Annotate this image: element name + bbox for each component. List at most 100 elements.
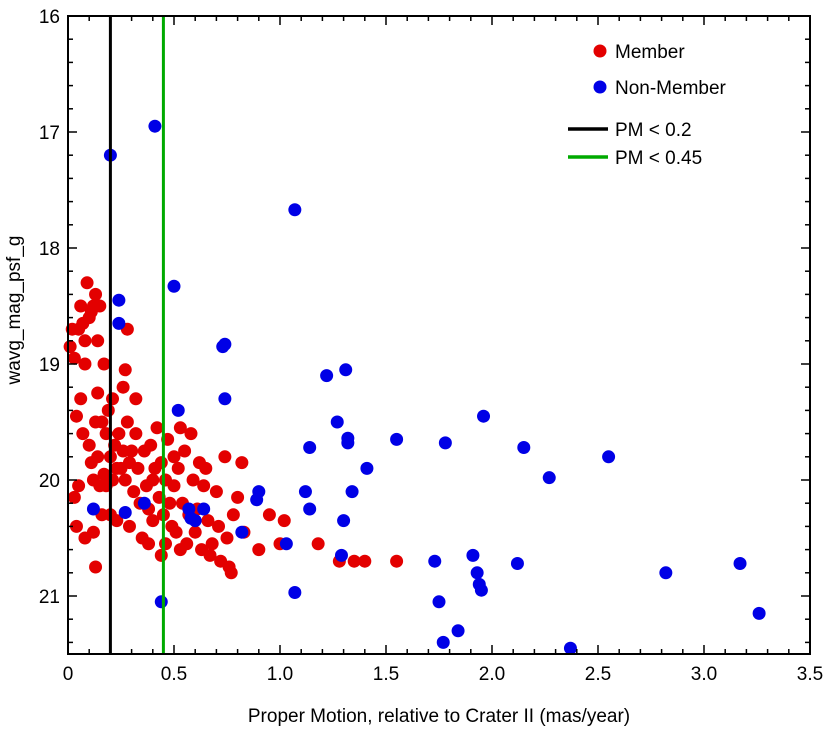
member-point bbox=[91, 450, 105, 464]
member-point bbox=[91, 386, 105, 400]
y-tick-label: 18 bbox=[39, 239, 60, 260]
non-member-point bbox=[466, 548, 480, 562]
legend-label: Member bbox=[615, 42, 685, 63]
member-point bbox=[106, 473, 120, 487]
member-point bbox=[67, 490, 81, 504]
member-point bbox=[118, 363, 132, 377]
non-member-point bbox=[303, 441, 317, 455]
non-member-point bbox=[118, 505, 132, 519]
non-member-point bbox=[345, 485, 359, 499]
non-member-point bbox=[428, 554, 442, 568]
member-point bbox=[171, 461, 185, 475]
member-point bbox=[203, 548, 217, 562]
member-point bbox=[93, 299, 107, 313]
member-point bbox=[201, 514, 215, 528]
non-member-point bbox=[154, 595, 168, 609]
plot-frame bbox=[67, 15, 811, 655]
member-point bbox=[277, 514, 291, 528]
x-axis-label: Proper Motion, relative to Crater II (ma… bbox=[248, 706, 630, 727]
member-point bbox=[129, 427, 143, 441]
member-point bbox=[358, 554, 372, 568]
non-member-point bbox=[733, 557, 747, 571]
non-member-point bbox=[250, 493, 264, 507]
non-member-point bbox=[112, 316, 126, 330]
member-point bbox=[169, 525, 183, 539]
member-point bbox=[252, 543, 266, 557]
non-member-point bbox=[470, 566, 484, 580]
y-tick-label: 21 bbox=[39, 587, 60, 608]
member-point bbox=[167, 479, 181, 493]
member-point bbox=[78, 531, 92, 545]
member-point bbox=[78, 334, 92, 348]
non-member-point bbox=[86, 502, 100, 516]
non-member-point bbox=[659, 566, 673, 580]
x-tick-label: 3.0 bbox=[691, 664, 717, 685]
member-point bbox=[80, 276, 94, 290]
member-point bbox=[125, 444, 139, 458]
legend-marker bbox=[593, 80, 607, 94]
member-point bbox=[178, 444, 192, 458]
non-member-point bbox=[334, 548, 348, 562]
y-axis: 16 17 18 19 20 21 bbox=[39, 7, 810, 644]
non-member-point bbox=[167, 279, 181, 293]
member-point bbox=[120, 415, 134, 429]
member-point bbox=[180, 537, 194, 551]
member-point bbox=[101, 403, 115, 417]
non-member-point bbox=[148, 119, 162, 133]
member-point bbox=[163, 496, 177, 510]
member-point bbox=[129, 392, 143, 406]
member-point bbox=[347, 554, 361, 568]
member-point bbox=[188, 525, 202, 539]
member-point bbox=[76, 427, 90, 441]
non-member-point bbox=[602, 450, 616, 464]
member-point bbox=[311, 537, 325, 551]
legend-label: PM < 0.45 bbox=[615, 148, 702, 169]
non-member-point bbox=[341, 431, 355, 445]
non-member-point bbox=[390, 432, 404, 446]
y-tick-label: 19 bbox=[39, 355, 60, 376]
member-point bbox=[142, 537, 156, 551]
member-point bbox=[69, 519, 83, 533]
member-point bbox=[144, 438, 158, 452]
member-point bbox=[69, 409, 83, 423]
non-member-point bbox=[563, 641, 577, 655]
non-member-point bbox=[436, 635, 450, 649]
x-axis: 0 0.5 1.0 1.5 2.0 2.5 3.0 3.5 bbox=[63, 16, 823, 685]
non-member-point bbox=[288, 203, 302, 217]
member-point bbox=[173, 421, 187, 435]
legend-label: PM < 0.2 bbox=[615, 120, 692, 141]
y-tick-label: 17 bbox=[39, 123, 60, 144]
non-member-point bbox=[137, 496, 151, 510]
non-member-point bbox=[235, 525, 249, 539]
non-member-series bbox=[86, 119, 766, 655]
x-tick-label: 2.5 bbox=[585, 664, 611, 685]
y-tick-label: 16 bbox=[39, 7, 60, 28]
non-member-point bbox=[451, 624, 465, 638]
legend-marker bbox=[593, 44, 607, 58]
member-point bbox=[154, 456, 168, 470]
non-member-point bbox=[279, 537, 293, 551]
member-point bbox=[167, 450, 181, 464]
non-member-point bbox=[339, 363, 353, 377]
non-member-point bbox=[517, 441, 531, 455]
member-point bbox=[209, 485, 223, 499]
member-point bbox=[118, 473, 132, 487]
member-point bbox=[127, 485, 141, 499]
non-member-point bbox=[320, 369, 334, 383]
member-point bbox=[220, 531, 234, 545]
x-tick-label: 0.5 bbox=[161, 664, 187, 685]
member-point bbox=[146, 514, 160, 528]
member-point bbox=[235, 456, 249, 470]
non-member-point bbox=[303, 502, 317, 516]
member-point bbox=[74, 299, 88, 313]
member-point bbox=[82, 438, 96, 452]
non-member-point bbox=[474, 583, 488, 597]
non-member-point bbox=[188, 514, 202, 528]
non-member-point bbox=[112, 293, 126, 307]
member-point bbox=[184, 427, 198, 441]
member-point bbox=[67, 351, 81, 365]
member-point bbox=[218, 450, 232, 464]
non-member-point bbox=[510, 557, 524, 571]
member-point bbox=[150, 421, 164, 435]
